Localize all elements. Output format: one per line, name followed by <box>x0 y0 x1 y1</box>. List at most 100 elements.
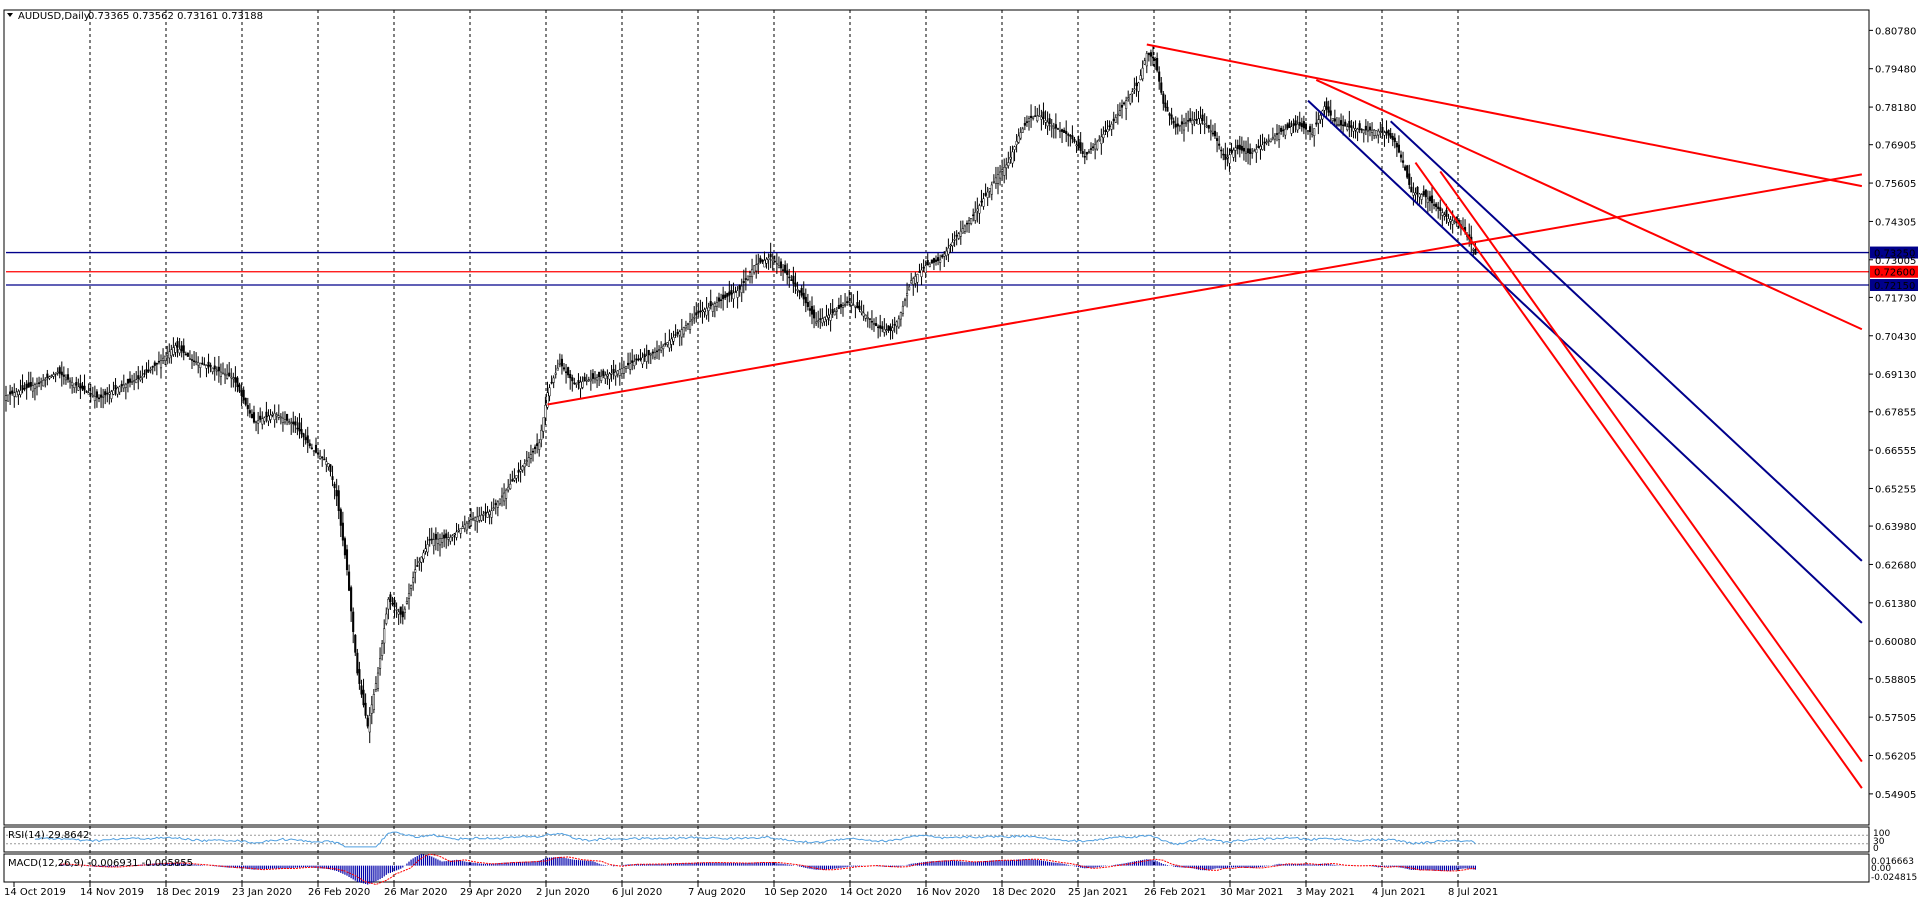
candle-body <box>436 538 439 544</box>
candle-body <box>124 383 127 388</box>
candle-body <box>1416 186 1419 194</box>
candle-body <box>815 321 818 324</box>
candle-body <box>1166 106 1169 112</box>
trendline <box>1315 79 1863 331</box>
candle-body <box>922 266 925 269</box>
candle-body <box>587 379 590 381</box>
price-axis-label: 0.65255 <box>1875 484 1916 495</box>
candle-body <box>1273 135 1276 140</box>
price-axis-label: 0.75605 <box>1875 179 1916 190</box>
candle-body <box>577 380 580 383</box>
candle-body <box>534 446 537 450</box>
candle-body <box>1102 134 1105 138</box>
candle-body <box>1244 151 1248 154</box>
candle-body <box>405 600 408 604</box>
rsi-scale-0: 0 <box>1873 844 1879 854</box>
candle-body <box>1145 53 1148 67</box>
candle-body <box>106 392 109 395</box>
candle-body <box>889 326 892 331</box>
candle-body <box>1046 121 1049 127</box>
candle-body <box>1182 122 1186 131</box>
candle-body <box>897 318 900 328</box>
candle-body <box>769 254 772 258</box>
price-axis-label: 0.63980 <box>1875 522 1916 533</box>
candle-body <box>71 382 74 386</box>
candle-body <box>1213 130 1217 137</box>
candle-body <box>806 302 809 307</box>
candle-body <box>689 321 692 330</box>
candle-body <box>1098 139 1101 141</box>
candle-body <box>236 377 239 388</box>
candle-body <box>895 321 898 327</box>
candle-body <box>1453 221 1456 223</box>
candle-body <box>1007 162 1010 166</box>
candle-body <box>1294 120 1297 126</box>
candle-body <box>848 300 851 303</box>
candle-body <box>779 261 783 269</box>
main-panel-frame <box>3 9 1870 826</box>
candle-body <box>27 382 30 388</box>
candle-body <box>97 397 101 400</box>
candle-body <box>1311 132 1314 135</box>
candle-body <box>658 349 661 351</box>
symbol-dropdown-icon[interactable] <box>7 13 13 17</box>
candle-body <box>455 531 458 538</box>
candle-body <box>726 292 729 297</box>
candle-body <box>1325 101 1328 110</box>
price-axis-label: 0.67855 <box>1875 408 1916 419</box>
candle-body <box>1232 149 1235 158</box>
trendline <box>547 173 1863 406</box>
candle-body <box>40 381 43 383</box>
candle-body <box>1195 119 1198 121</box>
candle-body <box>87 392 90 395</box>
candle-body <box>800 288 803 296</box>
candle-body <box>35 383 39 388</box>
candle-body <box>445 533 448 539</box>
candle-body <box>418 561 421 564</box>
candle-body <box>199 362 202 368</box>
candle-body <box>250 413 253 419</box>
candle-body <box>389 594 392 603</box>
candle-body <box>1298 121 1301 126</box>
candle-body <box>651 351 654 354</box>
candle-body <box>319 455 322 459</box>
candle-body <box>515 475 518 479</box>
candle-body <box>691 318 694 322</box>
candle-body <box>1375 130 1378 137</box>
candle-body <box>1027 118 1031 122</box>
candle-body <box>15 391 18 398</box>
candle-body <box>1003 167 1006 176</box>
candle-body <box>184 353 187 356</box>
candle-body <box>1315 122 1318 125</box>
candle-body <box>143 373 146 375</box>
candle-body <box>928 263 931 267</box>
candle-body <box>879 325 882 329</box>
candle-body <box>209 364 212 368</box>
candle-body <box>1131 91 1134 95</box>
candle-body <box>1185 121 1188 125</box>
candle-body <box>728 291 731 296</box>
candle-body <box>1125 100 1128 109</box>
candle-body <box>420 556 423 563</box>
horizontal-levels[interactable]: 0.73250 0.72600 0.72150 <box>6 246 1918 292</box>
candle-body <box>606 374 609 377</box>
candle-body <box>1428 196 1431 202</box>
rsi-scale-30: 30 <box>1873 837 1885 847</box>
candle-body <box>598 371 601 378</box>
candle-body <box>1251 151 1254 154</box>
candle-body <box>1106 129 1109 132</box>
candle-body <box>1001 169 1004 172</box>
candle-body <box>1282 129 1285 132</box>
candle-body <box>110 391 113 399</box>
candle-body <box>263 417 266 422</box>
candle-body <box>21 385 24 391</box>
candle-body <box>441 538 444 543</box>
candle-body <box>60 371 63 376</box>
ohlc-values: 0.73365 0.73562 0.73161 0.73188 <box>88 11 263 22</box>
time-axis-label: 26 Feb 2020 <box>308 887 370 898</box>
trendlines[interactable] <box>547 43 1863 789</box>
candle-body <box>1263 141 1266 144</box>
candle-body <box>226 374 229 379</box>
candle-body <box>1094 144 1097 150</box>
